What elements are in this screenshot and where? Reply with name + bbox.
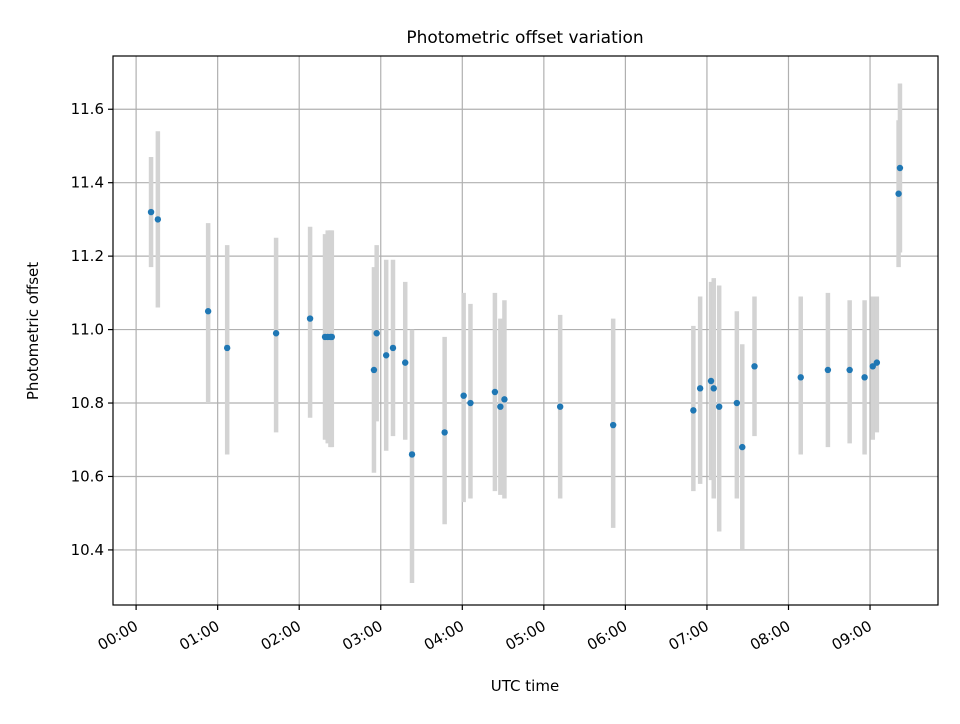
data-point [824,366,832,374]
data-point [272,330,280,337]
data-point [204,308,212,315]
data-point [707,377,715,385]
data-point [861,374,868,381]
y-tick-label: 10.6 [71,467,104,485]
y-tick-label: 11.4 [71,174,104,192]
data-point [797,374,804,381]
data-point [733,399,741,407]
data-point [609,421,617,429]
y-axis-label: Photometric offset [24,262,42,400]
data-point [389,344,397,352]
data-point [370,366,378,374]
data-point [710,385,717,392]
data-point [690,407,697,414]
data-point [223,344,231,352]
y-axis-ticks: 10.4 10.6 10.8 11.0 11.2 11.4 11.6 [71,100,113,559]
data-point [408,451,416,458]
data-point [751,363,758,370]
y-tick-label: 10.8 [71,394,104,412]
data-point [715,403,723,410]
data-point [869,363,876,370]
data-point [497,403,504,410]
data-point [373,330,380,337]
y-tick-label: 11.2 [71,247,104,265]
data-point [696,385,704,392]
x-axis-label: UTC time [491,677,559,695]
data-point [556,403,564,410]
data-point [895,190,902,197]
plot-area-frame [112,55,939,606]
data-point [501,396,508,403]
data-point [147,208,155,216]
data-point [873,359,881,366]
data-point [846,366,853,374]
data-points [147,164,904,458]
data-point [896,164,904,172]
data-point [402,359,409,366]
data-point [491,388,499,396]
data-point [328,333,336,341]
chart-title: Photometric offset variation [406,28,643,48]
y-tick-label: 11.6 [71,100,104,118]
data-point [739,443,746,451]
data-point [382,352,390,359]
data-point [154,216,162,223]
y-tick-label: 10.4 [71,541,104,559]
data-point [467,399,474,407]
data-point [460,392,467,399]
data-point [306,315,314,322]
data-point [441,429,448,436]
y-tick-label: 11.0 [71,321,104,339]
